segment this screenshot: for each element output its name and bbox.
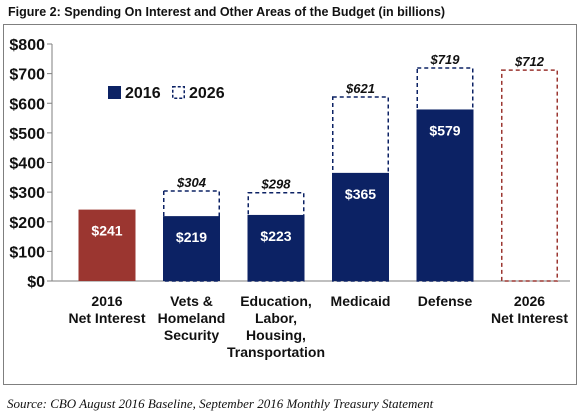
y-tick-label: $800 — [9, 37, 45, 54]
category-label: Net Interest — [491, 310, 568, 326]
y-tick-label: $300 — [9, 185, 45, 202]
bar-2026 — [501, 69, 558, 282]
y-tick-label: $600 — [9, 96, 45, 113]
category-label: 2016 — [91, 293, 122, 309]
data-label-2016: $579 — [429, 122, 460, 138]
bar-2016 — [247, 214, 305, 281]
data-label-2026: $298 — [261, 177, 292, 192]
bar-2016 — [163, 216, 220, 281]
legend-swatch-2016 — [108, 86, 121, 99]
category-label: Medicaid — [331, 293, 391, 309]
y-tick-label: $200 — [9, 215, 45, 232]
data-label-2026: $719 — [430, 52, 461, 67]
category-label: Homeland — [158, 310, 226, 326]
category-label: Housing, — [246, 327, 306, 343]
bar-2016 — [416, 109, 474, 281]
bar-2016 — [332, 172, 389, 281]
legend-swatch-2026 — [172, 86, 185, 99]
y-tick-label: $700 — [9, 67, 45, 84]
data-label-2016: $223 — [260, 228, 291, 244]
data-label-2026: $621 — [345, 81, 375, 96]
data-label-2026: $304 — [176, 175, 207, 190]
category-label: Labor, — [255, 310, 297, 326]
figure-title: Figure 2: Spending On Interest and Other… — [8, 5, 446, 19]
category-label: 2026 — [514, 293, 545, 309]
data-label-2016: $365 — [345, 186, 376, 202]
category-label: Defense — [418, 293, 473, 309]
y-tick-label: $400 — [9, 156, 45, 173]
data-label-2016: $241 — [91, 223, 122, 239]
legend-label-2016: 2016 — [125, 85, 161, 102]
category-label: Transportation — [227, 344, 325, 360]
category-label: Security — [164, 327, 219, 343]
y-tick-label: $100 — [9, 244, 45, 261]
source-note: Source: CBO August 2016 Baseline, Septem… — [7, 396, 434, 411]
y-tick-label: $0 — [27, 274, 45, 291]
category-label: Vets & — [170, 293, 213, 309]
category-label: Education, — [240, 293, 312, 309]
category-label: Net Interest — [68, 310, 145, 326]
data-label-2026: $712 — [514, 54, 545, 69]
data-label-2016: $219 — [176, 229, 207, 245]
y-tick-label: $500 — [9, 126, 45, 143]
chart-frame — [3, 24, 577, 385]
bar-2016 — [78, 209, 136, 281]
legend-label-2026: 2026 — [189, 85, 225, 102]
